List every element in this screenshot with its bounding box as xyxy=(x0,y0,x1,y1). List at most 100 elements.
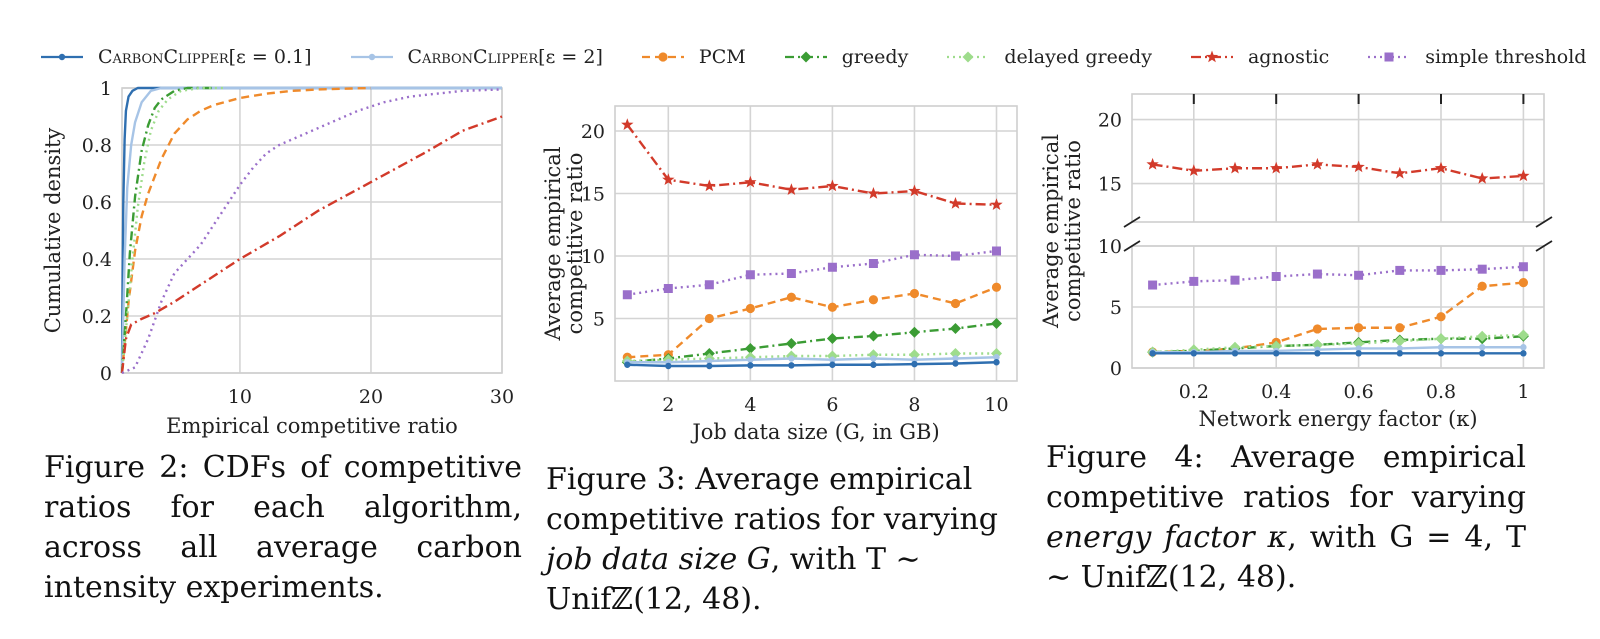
fig4-lower-xtick: 0.4 xyxy=(1261,381,1291,403)
fig4-lower-point-delayed xyxy=(1435,333,1447,345)
legend-marker-cc01 xyxy=(58,53,66,61)
fig4-upper-ytick: 15 xyxy=(1098,174,1122,196)
fig4-break-mark xyxy=(1535,240,1553,252)
legend-swatch-threshold xyxy=(1368,52,1411,62)
fig4-lower-point-delayed xyxy=(1353,338,1365,350)
fig3-point-threshold xyxy=(868,259,878,268)
fig3-point-threshold xyxy=(950,251,960,261)
fig4-lower-point-cc01 xyxy=(1231,350,1239,357)
fig3-point-threshold xyxy=(909,250,919,260)
fig4-lower-point-cc2 xyxy=(1396,345,1403,352)
fig3-point-pcm xyxy=(704,313,714,324)
fig3-point-delayed xyxy=(949,348,961,359)
fig4-lower-ytick: 10 xyxy=(1098,236,1122,258)
fig3-point-greedy xyxy=(990,318,1002,329)
fig2-xtick: 20 xyxy=(359,386,383,408)
fig3-ytick: 15 xyxy=(581,184,605,206)
fig4-upper-point-agnostic xyxy=(1476,171,1489,184)
fig3-point-agnostic xyxy=(949,197,962,209)
fig3-point-cc01 xyxy=(706,362,713,370)
fig4-lower-point-threshold xyxy=(1271,272,1281,281)
fig4-upper-point-agnostic xyxy=(1311,157,1324,170)
caption-fig3-pre: Figure 3: Average empirical competitive … xyxy=(546,462,998,537)
fig4-upper-point-agnostic xyxy=(1517,169,1530,182)
fig3-line-agnostic xyxy=(626,124,997,206)
legend-marker-delayed xyxy=(962,51,974,63)
legend-swatch-pcm xyxy=(641,52,684,62)
fig4-lower-point-threshold xyxy=(1230,275,1240,285)
fig4-lower-point-threshold xyxy=(1148,280,1158,290)
fig3-point-cc01 xyxy=(624,361,631,368)
fig4-upper-point-agnostic xyxy=(1393,166,1406,179)
fig4-lower-point-cc01 xyxy=(1479,350,1486,357)
fig4-upper-ytick: 20 xyxy=(1098,110,1122,132)
legend-label-prefix-cc2: CarbonClipper xyxy=(407,46,539,68)
fig4-lower-point-cc2 xyxy=(1479,344,1486,351)
legend-label-threshold: simple threshold xyxy=(1425,46,1587,68)
fig4-lower-point-cc01 xyxy=(1149,350,1156,357)
legend-marker-pcm xyxy=(658,52,668,62)
fig4-ylabel-2: competitive ratio xyxy=(1061,140,1085,322)
caption-fig2: Figure 2: CDFs of competitive ratios for… xyxy=(44,450,522,605)
chart-fig2: 10 20 30 0 0.2 0.4 0.6 0.8 1 Empirical competitiv… xyxy=(41,78,514,438)
fig3-point-threshold xyxy=(786,269,796,278)
fig3-point-cc01 xyxy=(665,362,672,370)
fig4-upper-series-group xyxy=(1146,157,1530,184)
fig4-lower-point-pcm xyxy=(1518,278,1528,288)
fig4-lower-point-cc2 xyxy=(1355,345,1362,352)
fig4-lower-series-group xyxy=(1147,262,1529,358)
legend-label-agnostic: agnostic xyxy=(1247,46,1330,68)
legend-swatch-agnostic xyxy=(1190,50,1233,63)
fig4-lower-point-delayed xyxy=(1270,340,1282,352)
fig3-line-delayed xyxy=(627,352,997,363)
fig3-point-greedy xyxy=(908,326,920,338)
legend: CarbonClipper[ε = 0.1] CarbonClipper[ε = … xyxy=(40,40,1586,74)
legend-item-agnostic: agnostic xyxy=(1190,46,1329,68)
fig3-line-threshold xyxy=(627,249,997,296)
fig3-point-cc2 xyxy=(870,355,877,362)
fig3-point-threshold xyxy=(704,280,714,290)
fig3-point-cc01 xyxy=(870,361,877,368)
chart-fig3: 2 4 6 8 10 5 10 15 20 Job data size (G, in GB) Ave… xyxy=(541,105,1018,444)
fig4-lower-line-delayed xyxy=(1152,333,1524,354)
legend-swatch-greedy xyxy=(784,51,827,63)
fig4-upper-point-agnostic xyxy=(1434,161,1448,174)
legend-swatch-cc01 xyxy=(41,53,83,61)
fig4-lower-point-threshold xyxy=(1189,276,1199,286)
fig4-lower-point-threshold xyxy=(1395,265,1405,275)
caption-fig4: Figure 4: Average empirical competitive … xyxy=(1046,438,1526,598)
fig3-point-agnostic xyxy=(826,179,839,192)
legend-marker-cc2 xyxy=(368,53,375,61)
fig4-lower-point-cc01 xyxy=(1520,350,1527,357)
fig3-point-cc01 xyxy=(993,359,1000,366)
caption-fig3-em: job data size G xyxy=(546,542,771,577)
fig4-upper-point-agnostic xyxy=(1270,161,1283,174)
fig4-lower-ytick: 5 xyxy=(1110,297,1122,319)
fig3-line-pcm xyxy=(627,286,997,359)
fig3-point-greedy xyxy=(744,343,756,354)
fig4-lower-line-greedy xyxy=(1152,335,1524,354)
fig3-point-cc2 xyxy=(747,356,754,363)
caption-fig4-pre: Figure 4: Average empirical competitive … xyxy=(1046,440,1526,515)
fig4-lower-point-pcm xyxy=(1395,323,1405,333)
fig2-ytick: 0.2 xyxy=(82,306,112,328)
fig3-point-cc2 xyxy=(829,356,836,363)
legend-label-greedy: greedy xyxy=(841,46,909,68)
fig2-xtick: 30 xyxy=(490,386,514,408)
fig3-point-agnostic xyxy=(990,198,1003,211)
fig2-ytick: 1 xyxy=(100,78,112,100)
fig3-point-threshold xyxy=(827,262,837,272)
legend-item-delayed: delayed greedy xyxy=(946,46,1152,68)
fig3-point-agnostic xyxy=(908,184,921,197)
fig2-ylabel: Cumulative density xyxy=(41,128,65,334)
fig2-xlabel: Empirical competitive ratio xyxy=(166,414,458,438)
fig4-lower-point-delayed xyxy=(1476,330,1488,342)
fig4-lower-point-delayed xyxy=(1394,335,1406,347)
legend-item-greedy: greedy xyxy=(784,46,909,68)
fig4-lower-point-cc01 xyxy=(1437,350,1445,357)
fig4-lower-point-threshold xyxy=(1477,264,1487,274)
caption-fig4-em: energy factor κ xyxy=(1046,520,1288,555)
fig3-xtick: 10 xyxy=(984,394,1008,416)
fig3-point-delayed xyxy=(908,349,920,361)
fig3-point-threshold xyxy=(663,284,673,293)
